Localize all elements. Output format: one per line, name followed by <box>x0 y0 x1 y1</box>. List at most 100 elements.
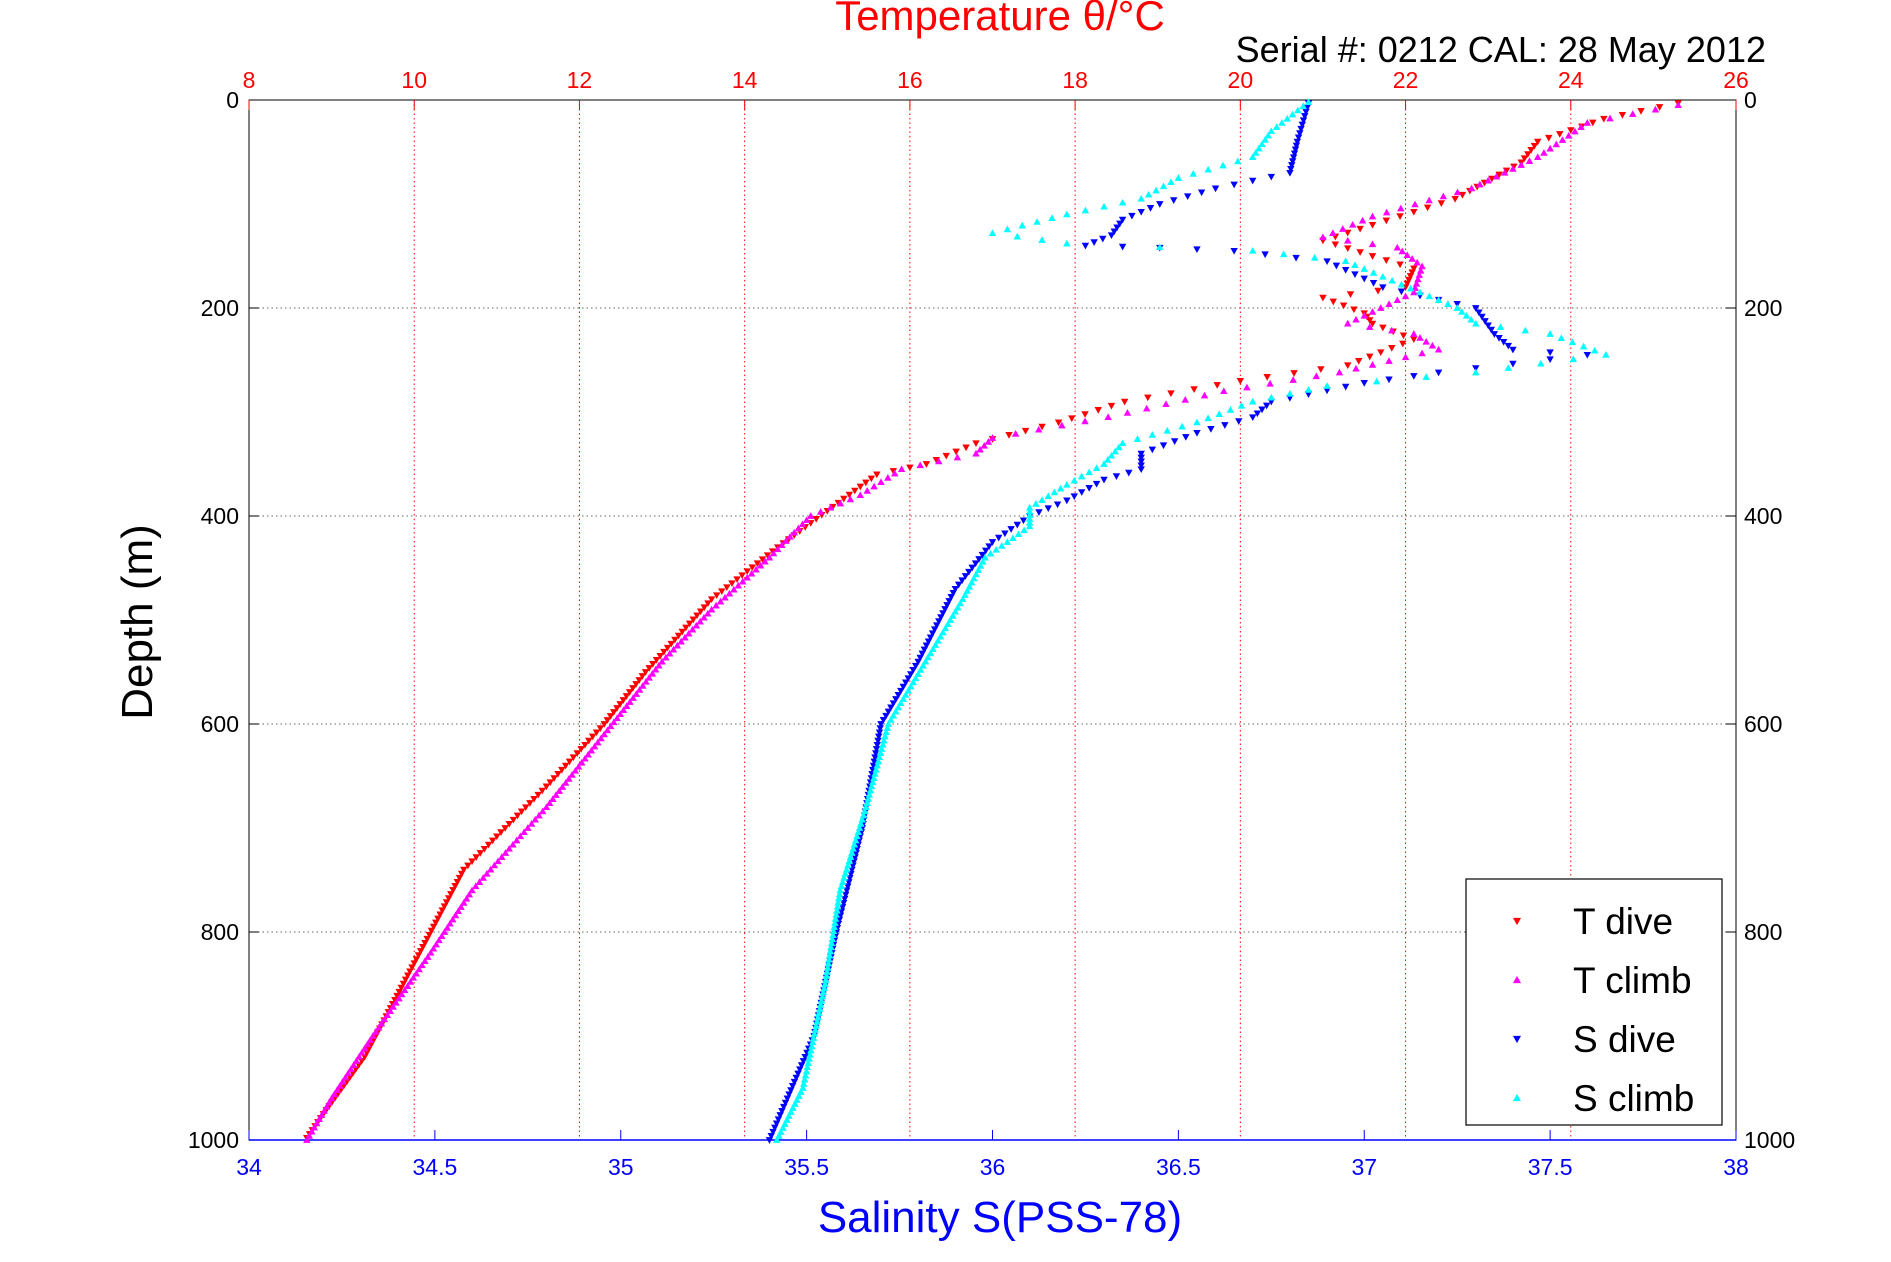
data-point <box>501 825 509 832</box>
data-point <box>873 741 881 749</box>
data-point <box>1403 280 1411 288</box>
data-point <box>1081 411 1089 418</box>
data-point <box>884 474 892 481</box>
data-point <box>648 669 657 677</box>
data-point <box>1558 136 1567 143</box>
data-point <box>937 614 945 621</box>
data-point <box>440 903 449 911</box>
data-point <box>1063 497 1071 505</box>
data-point <box>464 862 472 870</box>
data-point <box>1399 340 1407 348</box>
data-point <box>1054 419 1063 427</box>
data-point <box>952 448 960 456</box>
data-point <box>747 569 756 577</box>
data-point <box>1360 380 1368 387</box>
data-point <box>1351 271 1359 279</box>
data-point <box>1272 123 1281 130</box>
data-point <box>383 1011 392 1019</box>
data-point <box>1568 338 1577 346</box>
data-point <box>924 638 933 646</box>
data-point <box>1283 114 1291 122</box>
data-point <box>555 787 563 794</box>
data-point <box>1118 216 1127 224</box>
data-point <box>1341 257 1350 265</box>
data-point <box>538 787 546 795</box>
data-point <box>1111 447 1119 455</box>
data-point <box>1267 393 1276 401</box>
data-point <box>782 537 790 544</box>
data-point <box>1396 261 1404 269</box>
data-point <box>410 960 418 968</box>
data-point <box>1368 308 1377 315</box>
data-point <box>892 707 900 715</box>
data-point <box>836 499 845 507</box>
data-point <box>462 894 471 902</box>
data-point <box>1393 243 1401 251</box>
data-point <box>1520 155 1529 163</box>
data-point <box>629 685 637 692</box>
data-point <box>660 648 668 656</box>
data-point <box>1423 204 1432 212</box>
data-point <box>344 1069 352 1077</box>
data-point <box>1137 194 1145 202</box>
data-point <box>671 636 679 644</box>
data-point <box>1344 362 1352 370</box>
data-point <box>1397 288 1406 296</box>
data-point <box>1606 114 1614 122</box>
data-point <box>1197 189 1206 197</box>
data-point <box>421 957 429 964</box>
data-point <box>480 845 489 853</box>
data-point <box>981 553 989 561</box>
data-point <box>667 640 675 648</box>
data-point <box>1226 406 1235 413</box>
data-point <box>772 1120 781 1128</box>
data-point <box>1123 409 1132 416</box>
data-point <box>773 1136 781 1143</box>
data-point <box>1434 296 1443 304</box>
data-point <box>1013 521 1021 529</box>
data-point <box>635 677 643 684</box>
data-point <box>629 694 637 701</box>
data-point <box>916 666 925 673</box>
data-point <box>962 444 970 452</box>
data-point <box>1068 415 1076 423</box>
data-point <box>1546 144 1554 152</box>
data-point <box>1310 253 1319 261</box>
data-point <box>1156 243 1164 251</box>
data-point <box>616 710 625 718</box>
data-point <box>1085 468 1093 476</box>
data-point <box>892 696 900 703</box>
data-point <box>1081 417 1089 425</box>
data-point <box>1422 337 1430 345</box>
data-point <box>907 671 915 678</box>
data-point <box>483 869 491 877</box>
data-point <box>1304 98 1313 105</box>
data-point <box>919 661 927 669</box>
data-point <box>565 775 573 782</box>
data-point <box>976 445 984 453</box>
data-point <box>1296 130 1304 137</box>
data-point <box>769 549 778 557</box>
data-point <box>1382 208 1391 216</box>
data-point <box>1261 251 1269 259</box>
data-point <box>1379 272 1387 280</box>
data-point <box>790 528 798 536</box>
data-point <box>920 646 929 654</box>
data-point <box>704 609 712 617</box>
data-point <box>1100 476 1108 484</box>
data-point <box>794 524 803 532</box>
data-point <box>850 858 858 866</box>
data-point <box>1379 324 1387 332</box>
data-point <box>1583 119 1592 126</box>
data-point <box>639 682 647 689</box>
data-point <box>909 678 917 686</box>
data-point <box>838 904 847 911</box>
data-point <box>1298 121 1306 129</box>
data-point <box>1545 134 1553 142</box>
data-point <box>1018 221 1026 229</box>
data-point <box>1100 460 1108 467</box>
data-point <box>956 599 964 607</box>
data-point <box>1344 319 1352 327</box>
data-point <box>626 698 634 705</box>
data-point <box>1351 261 1359 268</box>
